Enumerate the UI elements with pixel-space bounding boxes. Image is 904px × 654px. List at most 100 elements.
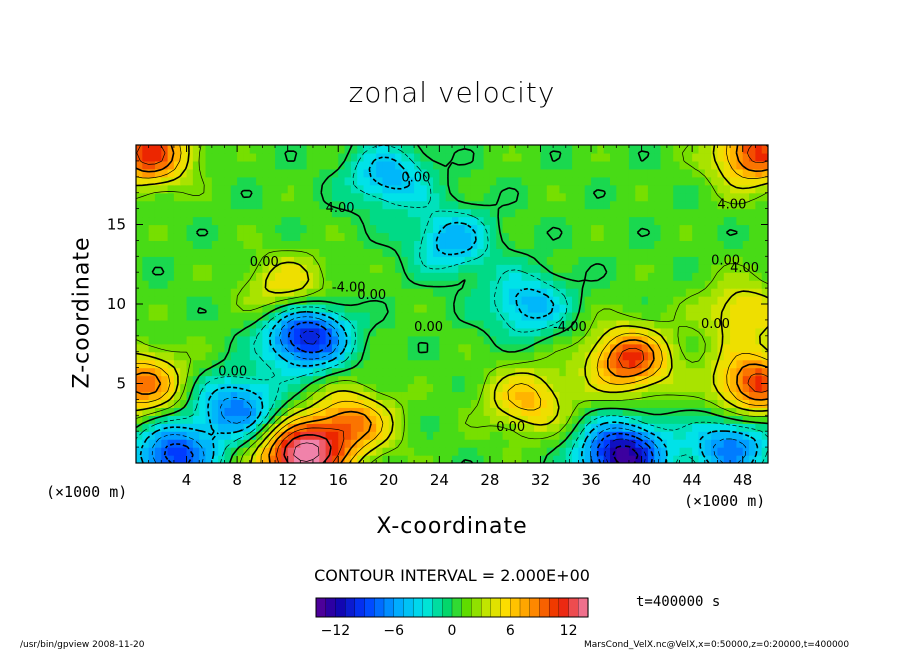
heat-cell <box>515 423 523 432</box>
heat-cell <box>287 319 295 329</box>
heat-cell <box>622 407 630 416</box>
heat-cell <box>660 168 668 178</box>
heat-cell <box>685 383 693 393</box>
heat-cell <box>660 296 668 305</box>
heat-cell <box>553 248 561 257</box>
heat-cell <box>572 343 579 353</box>
heat-cell <box>553 431 561 440</box>
heat-cell <box>755 176 763 186</box>
heat-cell <box>338 176 346 186</box>
heat-cell <box>692 152 700 162</box>
heat-cell <box>401 272 409 281</box>
heat-cell <box>666 248 674 257</box>
heat-cell <box>711 160 719 170</box>
heat-cell <box>527 288 535 297</box>
heat-cell <box>647 439 655 448</box>
heat-cell <box>256 232 263 241</box>
heat-cell <box>704 256 712 265</box>
heat-cell <box>401 176 409 186</box>
heat-cell <box>717 375 725 385</box>
heat-cell <box>199 272 207 281</box>
heat-cell <box>660 232 668 241</box>
heat-cell <box>376 145 384 154</box>
heat-cell <box>749 399 756 408</box>
heat-cell <box>205 447 213 456</box>
heat-cell <box>388 311 396 321</box>
heat-cell <box>433 232 440 241</box>
heat-cell <box>268 375 276 385</box>
heat-cell <box>679 248 687 257</box>
heat-cell <box>553 145 561 154</box>
heat-cell <box>496 455 504 463</box>
heat-cell <box>369 240 377 249</box>
heat-cell <box>401 455 409 463</box>
heat-cell <box>673 296 681 305</box>
heat-cell <box>287 256 295 265</box>
heat-cell <box>281 160 289 170</box>
heat-cell <box>692 256 700 265</box>
heat-cell <box>470 256 478 265</box>
heat-cell <box>344 296 352 305</box>
heat-cell <box>407 304 415 313</box>
heat-cell <box>401 319 409 329</box>
heat-cell <box>281 184 289 194</box>
heat-cell <box>395 224 403 234</box>
heat-cell <box>597 240 605 249</box>
heat-cell <box>186 232 194 241</box>
heat-cell <box>635 447 643 456</box>
heat-cell <box>344 232 352 241</box>
heat-cell <box>635 319 643 329</box>
heat-cell <box>717 256 725 265</box>
heat-cell <box>628 232 636 241</box>
heat-cell <box>521 319 529 329</box>
heat-cell <box>616 264 624 273</box>
heat-cell <box>357 288 365 297</box>
heat-cell <box>306 311 314 321</box>
heat-cell <box>603 184 611 194</box>
heat-cell <box>496 447 504 456</box>
heat-cell <box>357 296 365 305</box>
heat-cell <box>167 335 175 345</box>
heat-cell <box>496 335 504 345</box>
heat-cell <box>331 272 339 281</box>
heat-cell <box>357 439 365 448</box>
contour-line <box>136 145 768 463</box>
heat-cell <box>635 216 643 226</box>
heat-cell <box>654 304 662 313</box>
heat-cell <box>167 431 175 440</box>
heat-cell <box>401 431 409 440</box>
heat-cell <box>610 311 617 321</box>
heat-cell <box>534 280 542 289</box>
heat-cell <box>414 304 421 313</box>
heat-cell <box>357 216 365 226</box>
heat-cell <box>616 160 624 170</box>
heat-cell <box>679 311 687 321</box>
heat-cell <box>591 391 598 400</box>
heat-cell <box>268 335 276 345</box>
heat-cell <box>730 184 737 194</box>
heat-cell <box>205 240 213 249</box>
heat-cell <box>433 375 440 385</box>
heat-cell <box>730 160 737 170</box>
heat-cell <box>268 208 276 218</box>
heat-cell <box>452 304 459 313</box>
heat-cell <box>439 391 447 400</box>
heat-cell <box>186 224 194 234</box>
heat-cell <box>426 431 434 440</box>
heat-cell <box>698 383 706 393</box>
heat-cell <box>717 224 725 234</box>
heat-cell <box>578 431 586 440</box>
heat-cell <box>761 160 768 170</box>
heat-cell <box>584 200 592 210</box>
heat-cell <box>723 288 731 297</box>
heat-cell <box>142 407 150 416</box>
heat-cell <box>275 439 282 448</box>
heat-cell <box>401 383 409 393</box>
heat-cell <box>300 192 308 202</box>
heat-cell <box>319 264 327 273</box>
heat-cell <box>414 208 421 218</box>
heat-cell <box>357 319 365 329</box>
contour-value-label: 0.00 <box>496 420 525 435</box>
heat-cell <box>180 216 188 226</box>
heat-cell <box>211 351 219 361</box>
